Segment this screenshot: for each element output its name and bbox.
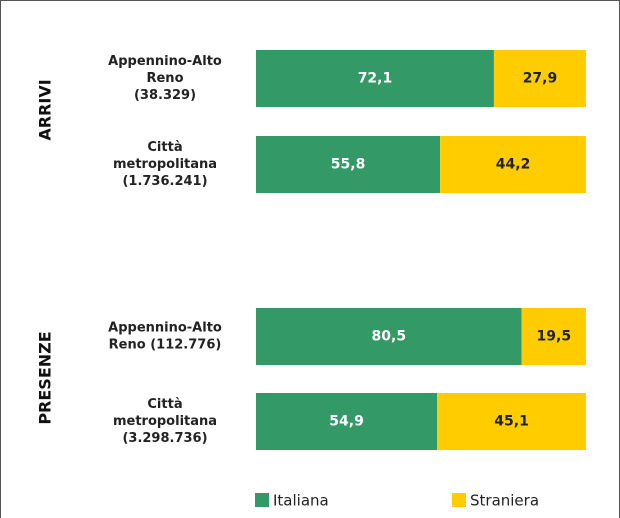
- category-label: Appennino-Alto: [108, 54, 222, 69]
- legend-swatch: [255, 493, 269, 507]
- value-label: 80,5: [372, 329, 407, 345]
- bar-segment: [437, 393, 586, 450]
- value-label: 72,1: [358, 71, 393, 87]
- value-label: 55,8: [331, 157, 366, 173]
- legend-label: Straniera: [470, 492, 539, 510]
- bar-segment: [256, 308, 522, 365]
- category-label: (3.298.736): [122, 431, 207, 446]
- legend-label: Italiana: [273, 492, 329, 510]
- group-label: PRESENZE: [36, 331, 55, 424]
- category-label: metropolitana: [113, 157, 217, 172]
- value-label: 45,1: [494, 414, 529, 430]
- value-label: 54,9: [329, 414, 364, 430]
- group-label: ARRIVI: [36, 79, 55, 140]
- category-label: Città: [147, 397, 182, 412]
- value-label: 19,5: [537, 329, 572, 345]
- category-label: (38.329): [134, 88, 196, 103]
- value-label: 27,9: [523, 71, 558, 87]
- bar-segment: [256, 50, 494, 107]
- category-label: Appennino-Alto: [108, 321, 222, 336]
- bar-segment: [440, 136, 586, 193]
- category-label: metropolitana: [113, 414, 217, 429]
- bar-segment: [521, 308, 586, 365]
- category-label: Reno (112.776): [109, 338, 222, 353]
- legend-swatch: [452, 493, 466, 507]
- category-label: (1.736.241): [122, 174, 207, 189]
- bar-segment: [256, 136, 441, 193]
- bar-segment: [256, 393, 438, 450]
- category-label: Città: [147, 140, 182, 155]
- value-label: 44,2: [496, 157, 531, 173]
- bar-segment: [493, 50, 586, 107]
- category-label: Reno: [146, 71, 183, 86]
